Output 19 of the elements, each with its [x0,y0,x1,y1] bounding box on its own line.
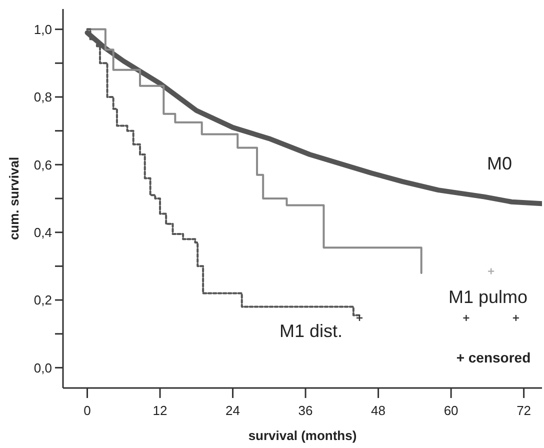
x-tick-label: 36 [298,403,313,418]
series-label: M1 pulmo [448,287,528,308]
x-tick-label: 60 [444,403,458,418]
x-tick-label: 72 [516,403,532,418]
y-tick-label: 0,6 [34,157,52,172]
y-tick-label: 0,4 [34,224,52,240]
x-tick-label: 0 [84,403,91,418]
y-tick-label: 1,0 [34,22,52,37]
x-tick-label: 48 [371,403,386,418]
x-axis-title: survival (months) [248,428,357,443]
x-tick-label: 24 [226,403,240,418]
y-axis-title: cum. survival [6,156,22,240]
annotation: + censored [456,350,531,366]
y-tick-label: 0,8 [34,90,52,105]
x-tick-label: 12 [152,403,168,418]
y-tick-label: 0,0 [34,360,52,376]
series-label: M0 [487,153,512,174]
y-tick-label: 0,2 [34,292,52,308]
series-label: M1 dist. [279,320,343,341]
